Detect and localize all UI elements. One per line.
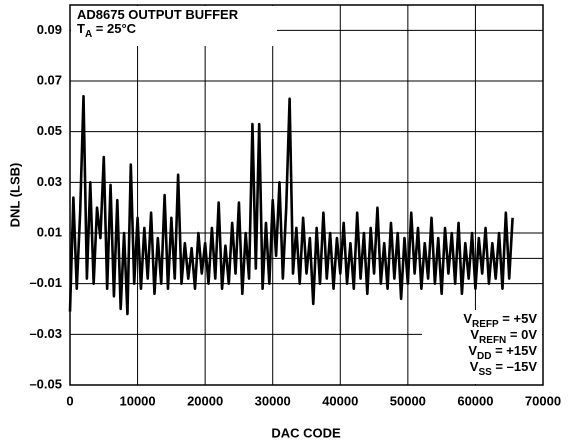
annotation-text: V [468,343,477,358]
x-tick-label: 50000 [390,393,426,408]
x-tick-label: 60000 [457,393,493,408]
x-axis-title: DAC CODE [271,425,341,440]
title-box [71,6,277,46]
x-tick-label: 40000 [322,393,358,408]
annotation-subscript: DD [477,351,491,362]
annotation-text: = +15V [491,343,537,358]
annotation-text: = 25°C [92,21,136,36]
y-axis-title: DNL (LSB) [7,163,22,228]
annotation-subscript: A [85,29,92,40]
conditions-box [422,310,542,384]
y-tick-label: –0.05 [29,376,62,391]
annotation-text: = –15V [492,359,538,374]
annotation: AD8675 OUTPUT BUFFER [77,7,239,22]
x-tick-label: 0 [66,393,73,408]
y-tick-label: 0.03 [37,174,62,189]
annotation: TA = 25°C [77,21,137,39]
annotation-text: V [470,359,479,374]
annotation: VSS = –15V [470,359,538,377]
data-line [68,94,514,316]
annotation-text: V [470,327,479,342]
y-tick-label: –0.01 [29,275,62,290]
y-tick-label: 0.09 [37,22,62,37]
annotation-text: T [77,21,85,36]
annotation-text: = 0V [506,327,537,342]
x-tick-label: 30000 [255,393,291,408]
annotation: VDD = +15V [468,343,537,361]
annotation-text: V [463,311,472,326]
y-tick-label: 0.05 [37,123,62,138]
y-tick-label: 0.01 [37,224,62,239]
annotation-subscript: REFP [472,319,499,330]
annotation-subscript: SS [478,367,492,378]
annotation-text: AD8675 OUTPUT BUFFER [77,7,239,22]
x-tick-label: 20000 [187,393,223,408]
data-layer [68,94,514,316]
annotation-subscript: REFN [479,335,506,346]
annotation: VREFN = 0V [470,327,537,345]
annotation-text: = +5V [499,311,538,326]
annotation: VREFP = +5V [463,311,537,329]
y-tick-label: 0.07 [37,72,62,87]
x-tick-label: 70000 [525,393,561,408]
y-tick-label: –0.03 [29,326,62,341]
x-tick-label: 10000 [119,393,155,408]
